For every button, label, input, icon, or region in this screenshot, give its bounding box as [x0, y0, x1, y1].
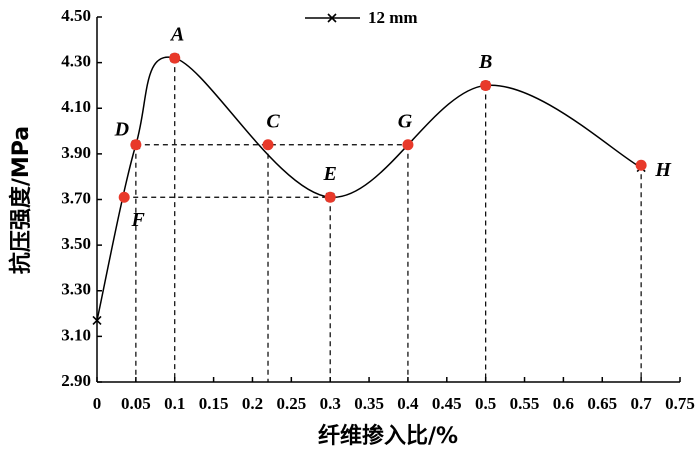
annotation-point [324, 191, 336, 203]
x-tick-label: 0.1 [164, 394, 185, 413]
annotation-point [130, 139, 142, 151]
y-tick-label: 2.90 [61, 371, 91, 390]
y-tick-label: 3.70 [61, 188, 91, 207]
y-tick-label: 4.30 [61, 52, 91, 71]
x-tick-label: 0.6 [553, 394, 574, 413]
annotation-point [635, 159, 647, 171]
annotation-point [480, 79, 492, 91]
x-tick-label: 0.4 [397, 394, 419, 413]
annotation-point [402, 139, 414, 151]
x-tick-label: 0.75 [665, 394, 695, 413]
x-tick-label: 0.55 [510, 394, 540, 413]
legend-label: 12 mm [368, 8, 418, 27]
y-axis-title: 抗压强度/MPa [8, 126, 34, 274]
x-tick-label: 0.3 [320, 394, 341, 413]
y-tick-label: 4.50 [61, 6, 91, 25]
y-tick-label: 3.10 [61, 325, 91, 344]
x-tick-label: 0.7 [631, 394, 653, 413]
annotation-label: C [266, 110, 280, 132]
legend-marker [327, 13, 337, 23]
x-tick-label: 0.05 [121, 394, 151, 413]
y-tick-label: 3.50 [61, 234, 91, 253]
annotation-label: B [478, 51, 492, 73]
y-tick-label: 3.30 [61, 280, 91, 299]
x-tick-label: 0.15 [199, 394, 229, 413]
x-tick-label: 0 [93, 394, 102, 413]
x-tick-label: 0.65 [587, 394, 617, 413]
y-tick-label: 3.90 [61, 143, 91, 162]
x-tick-label: 0.2 [242, 394, 263, 413]
annotation-label: E [323, 163, 337, 185]
x-tick-label: 0.45 [432, 394, 462, 413]
annotation-label: D [114, 118, 129, 140]
annotation-label: H [654, 159, 672, 181]
annotation-label: F [131, 209, 146, 231]
annotation-label: A [169, 24, 184, 46]
x-axis-title: 纤维掺入比/% [318, 423, 458, 449]
x-tick-label: 0.25 [276, 394, 306, 413]
annotation-point [118, 191, 130, 203]
y-tick-label: 4.10 [61, 97, 91, 116]
series-marker [92, 315, 102, 325]
series-line [96, 56, 642, 321]
annotation-point [169, 52, 181, 64]
x-tick-label: 0.35 [354, 394, 384, 413]
annotation-label: G [398, 110, 413, 132]
x-tick-label: 0.5 [475, 394, 496, 413]
annotation-point [262, 139, 274, 151]
